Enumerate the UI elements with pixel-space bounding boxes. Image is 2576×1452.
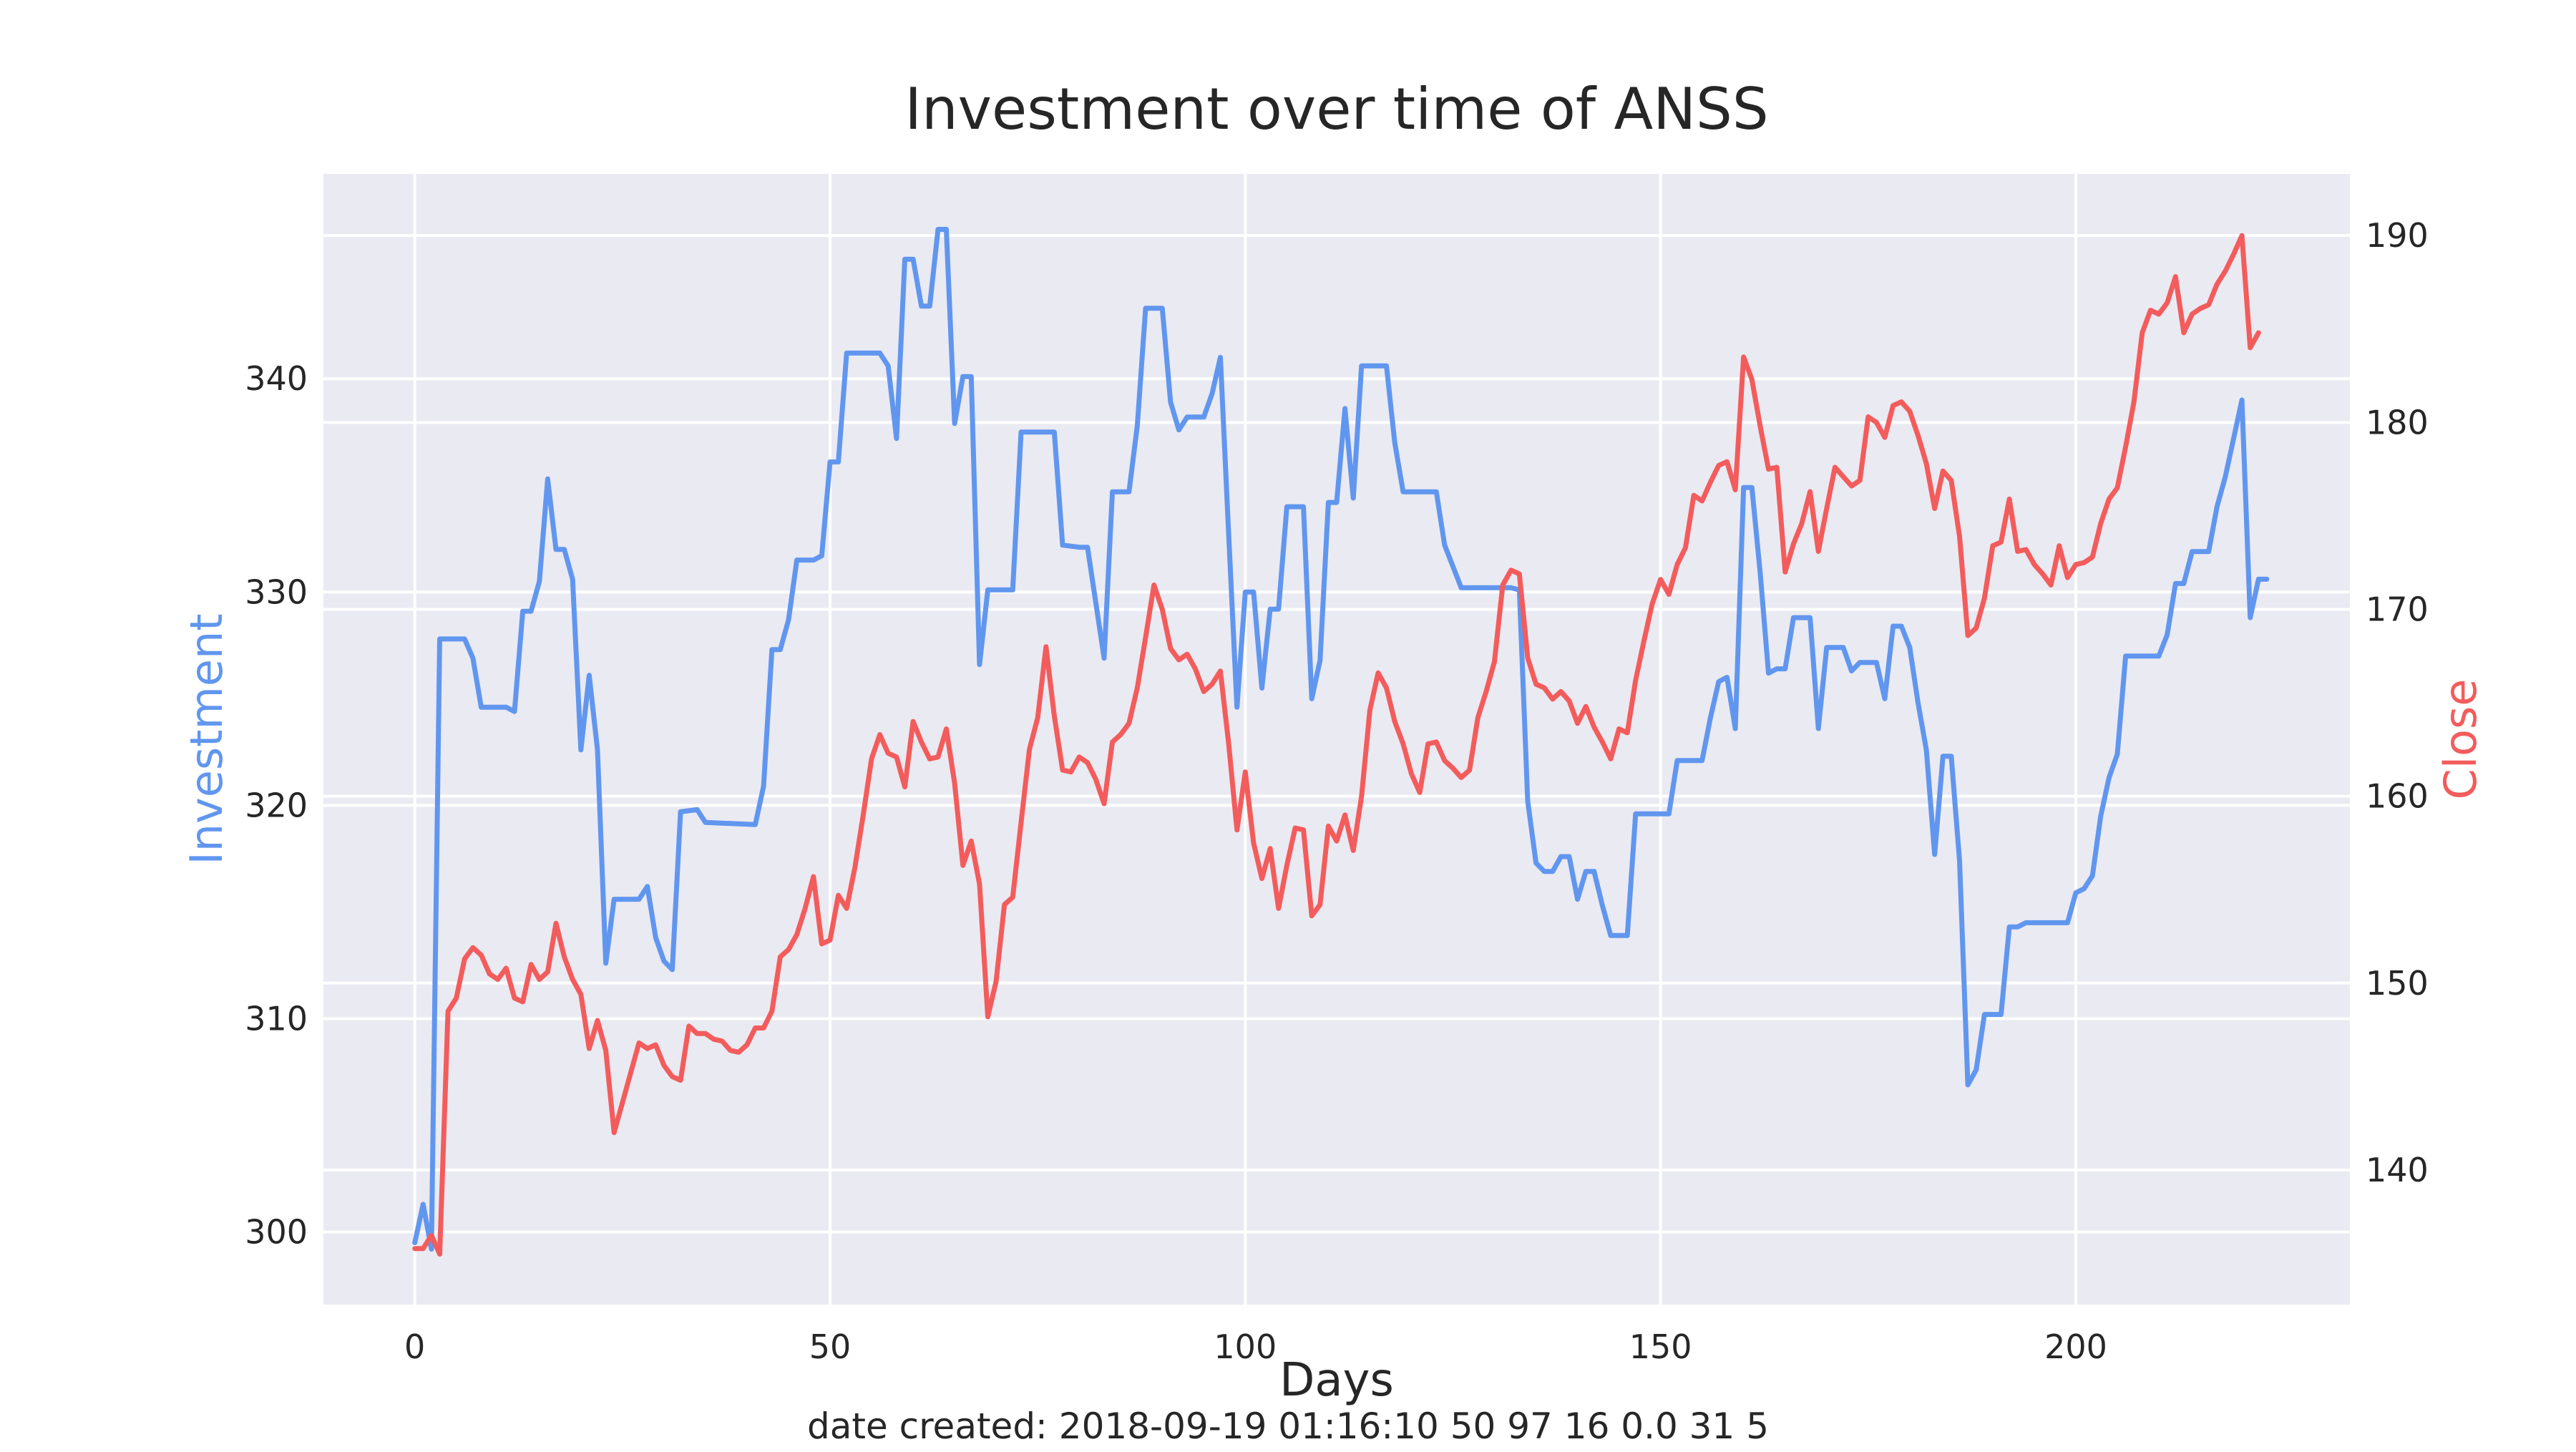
series-layer <box>412 227 2270 1257</box>
right-y-axis-label: Close <box>2434 679 2487 800</box>
left-y-tick-label: 300 <box>245 1213 308 1252</box>
x-tick-label: 0 <box>404 1327 425 1366</box>
right-y-tick-label: 180 <box>2366 403 2429 442</box>
x-axis-label: Days <box>1279 1354 1394 1407</box>
tick-labels: 0 50 100 150 200 300 310 320 330 340 140 150 160 170 1… <box>245 216 2429 1366</box>
right-y-tick-label: 140 <box>2366 1151 2429 1189</box>
series-line-investment <box>412 227 2270 1252</box>
left-y-tick-label: 330 <box>245 572 308 611</box>
right-y-tick-label: 150 <box>2366 964 2429 1003</box>
left-y-tick-label: 310 <box>245 1000 308 1038</box>
grid-lines <box>323 174 2350 1305</box>
right-y-tick-label: 170 <box>2366 590 2429 628</box>
footer-date-created: date created: 2018-09-19 01:16:10 50 97 … <box>807 1405 1769 1447</box>
x-tick-label: 50 <box>809 1327 852 1366</box>
right-y-tick-label: 160 <box>2366 777 2429 816</box>
x-tick-label: 100 <box>1214 1327 1277 1366</box>
chart-title: Investment over time of ANSS <box>904 76 1768 142</box>
left-y-tick-label: 340 <box>245 359 308 398</box>
x-tick-label: 150 <box>1629 1327 1692 1366</box>
right-y-tick-label: 190 <box>2366 216 2429 255</box>
series-line-close <box>412 233 2261 1257</box>
plot-area <box>323 174 2350 1305</box>
left-y-tick-label: 320 <box>245 786 308 824</box>
left-y-axis-label: Investment <box>180 613 233 864</box>
x-tick-label: 200 <box>2044 1327 2107 1366</box>
